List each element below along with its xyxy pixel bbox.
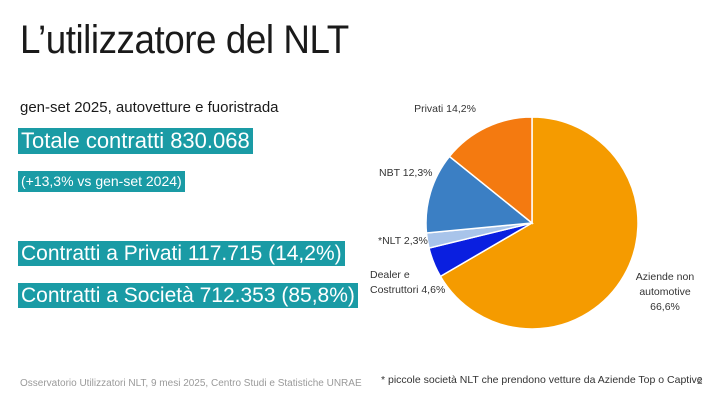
footnote: * piccole società NLT che prendono vettu… [381,374,703,386]
slice-privati [448,116,533,225]
slice-dealer-costruttori-label: Dealer e Costruttori 4,6% [370,269,445,296]
page-number: 2 [697,376,703,387]
company-contracts-highlight: Contratti a Società 712.353 (85,8%) [18,283,358,309]
slide-subtitle: gen-set 2025, autovetture e fuoristrada [20,99,279,116]
slice-nbt [425,155,534,234]
slice-aziende-non-automotive-label: Aziende non automotive 66,6% [636,271,695,313]
slide-title: L’utilizzatore del NLT [20,18,349,62]
slice-nbt-label: NBT 12,3% [379,167,433,179]
slice-nlt-label: *NLT 2,3% [378,235,428,247]
slice-aziende-non-automotive [439,116,639,330]
source-footer: Osservatorio Utilizzatori NLT, 9 mesi 20… [20,378,362,389]
slice-privati-label: Privati 14,2% [414,103,476,115]
total-contracts-highlight: Totale contratti 830.068 [18,128,253,155]
private-contracts-highlight: Contratti a Privati 117.715 (14,2%) [18,241,345,267]
growth-highlight: (+13,3% vs gen-set 2024) [18,171,185,192]
